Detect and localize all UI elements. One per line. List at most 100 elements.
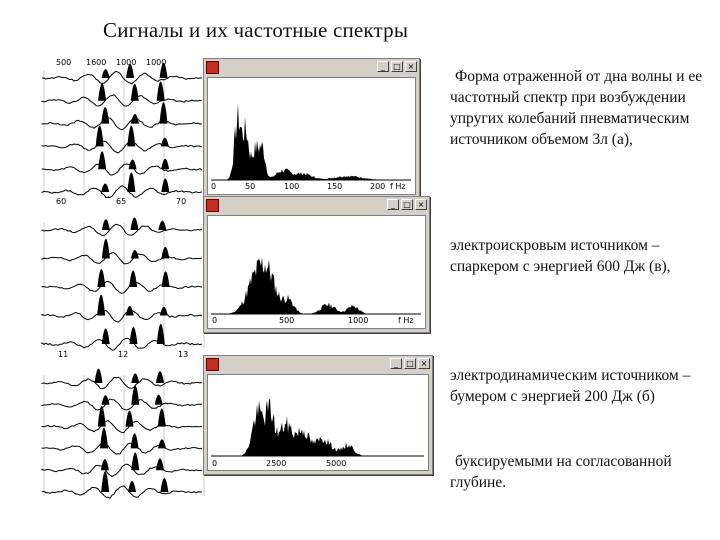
seis-wiggle (129, 270, 138, 287)
freq-tick-label: 150 (327, 182, 343, 191)
seis-wiggle (161, 271, 170, 287)
seis-wiggle (160, 137, 169, 147)
seis-wiggle (127, 172, 136, 192)
description-airgun: Форма отраженной от дна волны и ее часто… (450, 68, 703, 148)
seis-wiggle (130, 83, 139, 101)
seis-trace (41, 337, 203, 351)
description-boomer: электродинамическим источником – бумером… (450, 367, 691, 405)
freq-tick-label: 200 (370, 182, 386, 191)
close-button[interactable]: × (405, 61, 417, 72)
seismogram-sparker: 11 12 13 (38, 210, 208, 360)
freq-tick-label: 50 (245, 182, 256, 191)
window-titlebar[interactable]: _ □ × (204, 59, 419, 75)
seis-wiggle (101, 219, 110, 230)
seismogram-airgun: 500 1600 1000 1000 60 65 70 (38, 58, 208, 208)
seis-trace (41, 280, 203, 294)
freq-tick-label: 500 (279, 316, 295, 325)
maximize-button[interactable]: □ (404, 358, 416, 369)
seis-wiggle (125, 410, 134, 427)
seis-trace (41, 184, 203, 199)
seis-trace (41, 139, 203, 154)
seis-trace (41, 376, 203, 390)
seis-bottom-label: 60 (56, 197, 67, 206)
seis-wiggle (127, 125, 136, 147)
app-icon (206, 61, 219, 74)
seis-wiggle (130, 250, 139, 259)
slide-title: Сигналы и их частотные спектры (103, 18, 409, 42)
seis-top-label: 500 (56, 58, 72, 67)
seis-wiggle (159, 306, 168, 316)
seis-wiggle (94, 368, 103, 383)
minimize-button[interactable]: _ (390, 358, 402, 369)
seis-wiggle (97, 294, 106, 316)
spectrum-plot: 0 500 1000 f Hz (207, 215, 426, 329)
app-icon (206, 199, 219, 212)
seis-wiggle (157, 408, 166, 427)
seis-wiggle (161, 158, 170, 170)
seis-trace (41, 117, 203, 131)
seis-trace (41, 398, 203, 411)
freq-tick-label: 5000 (326, 459, 347, 468)
seis-wiggle (130, 433, 139, 449)
spectrum-area (212, 102, 409, 180)
freq-tick-label: 0 (212, 459, 218, 468)
seis-wiggle (101, 238, 110, 259)
spectrum-window-sparker[interactable]: _ □ × 0 500 1000 f Hz (203, 196, 430, 333)
seis-wiggle (131, 373, 140, 383)
seismogram-boomer (38, 363, 208, 508)
maximize-button[interactable]: □ (401, 199, 413, 210)
seis-wiggle (98, 151, 107, 170)
close-button[interactable]: × (415, 199, 427, 210)
seis-wiggle (101, 107, 110, 124)
seis-wiggle (100, 459, 109, 471)
seis-wiggle (97, 406, 106, 427)
seis-top-label: 1000 (116, 58, 137, 67)
spectrum-area (212, 257, 419, 314)
seis-trace (41, 485, 203, 499)
window-titlebar[interactable]: _ □ × (204, 356, 432, 372)
description-towed: буксируемыми на согласованной глубине. (450, 453, 672, 491)
seis-wiggle (101, 183, 110, 192)
minimize-button[interactable]: _ (377, 61, 389, 72)
seis-wiggle (125, 305, 134, 316)
seis-wiggle (130, 217, 139, 230)
seis-wiggle (161, 246, 170, 259)
seis-wiggle (155, 458, 164, 471)
freq-tick-label: 100 (284, 182, 300, 191)
seis-trace (41, 463, 203, 478)
maximize-button[interactable]: □ (391, 61, 403, 72)
seis-trace (41, 309, 203, 323)
spectrum-window-airgun[interactable]: _ □ × 0 50 100 150 200 f Hz (203, 58, 420, 198)
close-button[interactable]: × (418, 358, 430, 369)
seis-trace (42, 70, 202, 85)
seis-wiggle (160, 478, 169, 492)
seis-trace (41, 223, 203, 237)
freq-tick-label: 1000 (348, 316, 369, 325)
freq-unit-label: f Hz (398, 316, 414, 325)
seis-trace (41, 163, 203, 176)
seis-wiggle (131, 385, 140, 405)
seis-wiggle (101, 471, 110, 492)
seis-trace (41, 442, 203, 455)
freq-unit-label: f Hz (390, 182, 406, 191)
seis-wiggle (129, 326, 138, 344)
freq-tick-label: 2500 (266, 459, 287, 468)
seis-wiggle (101, 328, 110, 344)
description-sparker: электроискровым источником – спаркером с… (450, 237, 671, 275)
seis-wiggle (156, 323, 165, 344)
seis-wiggle (126, 63, 135, 78)
minimize-button[interactable]: _ (387, 199, 399, 210)
seis-wiggle (101, 69, 110, 78)
seis-wiggle (159, 102, 168, 124)
seis-wiggle (101, 395, 110, 405)
seis-trace (41, 252, 203, 265)
seis-wiggle (156, 81, 165, 101)
seis-wiggle (98, 83, 107, 101)
spectrum-window-boomer[interactable]: _ □ × 0 2500 5000 (203, 355, 433, 475)
seis-bottom-label: 11 (58, 350, 69, 359)
freq-tick-label: 0 (211, 182, 217, 191)
seis-bottom-label: 70 (176, 197, 187, 206)
seis-trace (41, 420, 203, 434)
seis-wiggle (157, 439, 166, 449)
window-titlebar[interactable]: _ □ × (204, 197, 429, 213)
